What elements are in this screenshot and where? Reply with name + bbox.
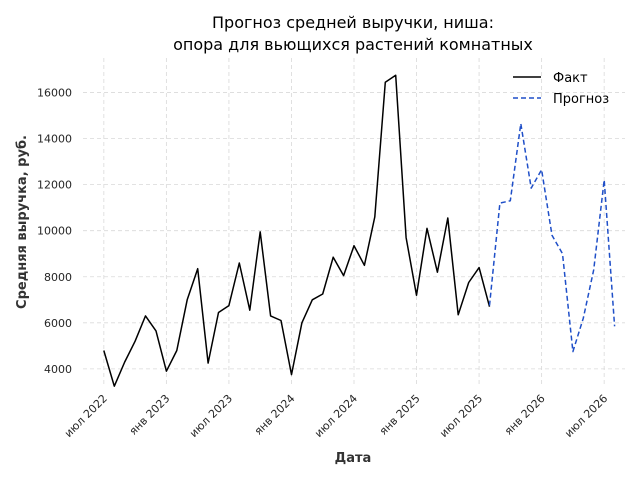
x-tick-label: июл 2023: [187, 392, 235, 440]
legend-label-fact: Факт: [553, 71, 588, 86]
legend-label-forecast: Прогноз: [553, 92, 609, 107]
y-tick-label: 4000: [44, 363, 72, 376]
x-tick-label: июл 2026: [562, 392, 610, 440]
y-tick-label: 6000: [44, 317, 72, 330]
series-line-forecast: [488, 122, 616, 353]
y-tick-label: 14000: [37, 133, 72, 146]
x-tick-label: янв 2026: [502, 392, 548, 438]
ticks: 4000 6000 8000 10000 12000 14000 16000 июл 2022…: [37, 87, 610, 440]
y-axis-label: Средняя выручка, руб.: [15, 135, 30, 309]
y-tick-label: 12000: [37, 179, 72, 192]
y-tick-label: 10000: [37, 225, 72, 238]
y-tick-label: 8000: [44, 271, 72, 284]
x-tick-label: янв 2024: [252, 392, 298, 438]
series-line-fact: [103, 74, 491, 387]
x-tick-label: янв 2025: [377, 392, 423, 438]
legend: Факт Прогноз: [513, 71, 609, 107]
chart-title-line-2: опора для вьющихся растений комнатных: [173, 35, 533, 54]
x-axis-label: Дата: [335, 451, 372, 466]
x-tick-label: июл 2025: [437, 392, 485, 440]
x-tick-label: янв 2023: [127, 392, 173, 438]
x-tick-label: июл 2022: [62, 392, 110, 440]
y-tick-label: 16000: [37, 87, 72, 100]
x-tick-label: июл 2024: [312, 392, 360, 440]
grid: [83, 58, 625, 385]
series-layer: [103, 74, 616, 387]
chart-title-line-1: Прогноз средней выручки, ниша:: [212, 13, 494, 32]
